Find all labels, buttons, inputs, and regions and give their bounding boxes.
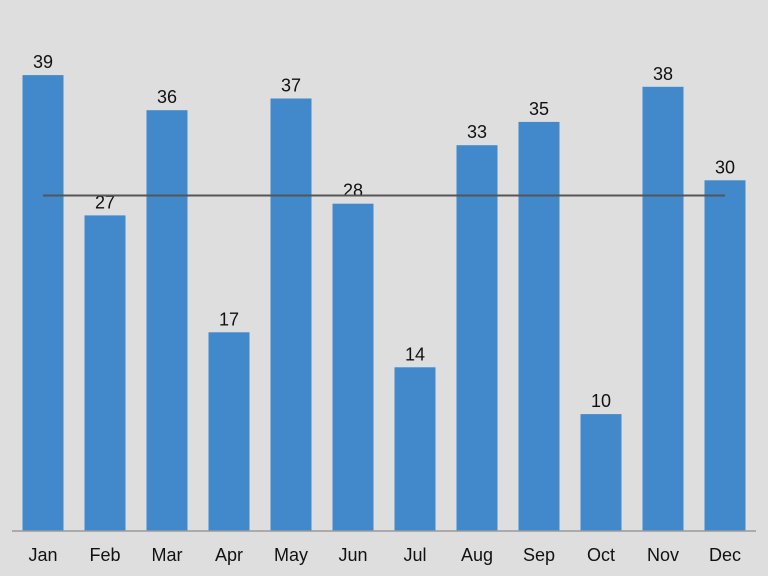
x-tick-label-jun: Jun: [338, 545, 367, 565]
data-label-jul: 14: [405, 344, 425, 364]
data-label-jun: 28: [343, 181, 363, 201]
x-tick-label-oct: Oct: [587, 545, 615, 565]
bar-jun: [332, 203, 374, 531]
x-tick-label-dec: Dec: [709, 545, 741, 565]
data-label-aug: 33: [467, 122, 487, 142]
x-tick-label-apr: Apr: [215, 545, 243, 565]
x-tick-label-jul: Jul: [403, 545, 426, 565]
x-tick-label-aug: Aug: [461, 545, 493, 565]
bar-oct: [580, 414, 622, 531]
bar-sep: [518, 121, 560, 532]
x-tick-label-sep: Sep: [523, 545, 555, 565]
data-label-dec: 30: [715, 157, 735, 177]
bar-may: [270, 98, 312, 531]
data-label-oct: 10: [591, 391, 611, 411]
x-tick-labels-group: Jan Feb Mar Apr May Jun Jul Aug Sep Oct Nov Dec: [28, 545, 741, 565]
bar-aug: [456, 145, 498, 531]
data-label-mar: 36: [157, 87, 177, 107]
bar-nov: [642, 86, 684, 532]
x-tick-label-may: May: [274, 545, 308, 565]
data-labels-group: 39 27 36 17 37 28 14 33 35 10 38 30: [33, 52, 735, 411]
bar-apr: [208, 332, 250, 531]
bar-dec: [704, 180, 746, 532]
bar-mar: [146, 110, 188, 531]
data-label-may: 37: [281, 76, 301, 96]
x-tick-label-nov: Nov: [647, 545, 679, 565]
data-label-feb: 27: [95, 192, 115, 212]
bar-jan: [22, 75, 64, 531]
x-tick-label-jan: Jan: [28, 545, 57, 565]
bar-jul: [394, 367, 436, 531]
data-label-apr: 17: [219, 309, 239, 329]
data-label-nov: 38: [653, 64, 673, 84]
x-tick-label-feb: Feb: [89, 545, 120, 565]
data-label-sep: 35: [529, 99, 549, 119]
data-label-jan: 39: [33, 52, 53, 72]
bar-feb: [84, 215, 126, 531]
bars-group: [22, 75, 746, 532]
x-tick-label-mar: Mar: [152, 545, 183, 565]
